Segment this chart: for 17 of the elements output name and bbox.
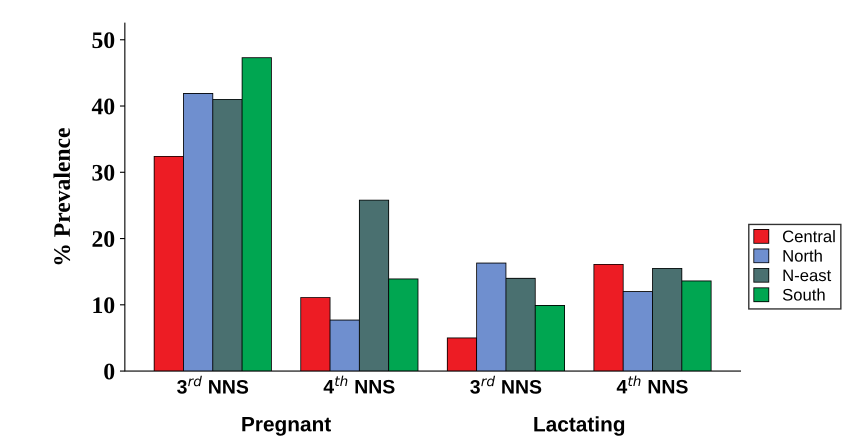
y-tick-label: 40 (92, 98, 114, 114)
text: Lactating (534, 416, 624, 436)
legend-label: North (783, 250, 822, 262)
y-tick-label: 0 (104, 364, 114, 380)
legend-label: South (782, 288, 825, 301)
x-tick-label: 4$^{th}$ NNS (616, 376, 688, 394)
text: Pregnant (242, 416, 331, 436)
y-tick-label: 20 (92, 231, 114, 247)
x-tick-label: 4$^{th}$ NNS (324, 376, 394, 394)
y-tick-label: 10 (93, 297, 114, 314)
legend-label: N-east (783, 270, 832, 282)
x-tick-label: 3$^{rd}$ NNS (177, 376, 248, 394)
y-tick-label: 30 (92, 164, 114, 181)
y-tick-label: 50 (92, 32, 114, 48)
y-axis-title: % Prevalence (53, 128, 70, 264)
x-tick-label: 3$^{rd}$ NNS (470, 376, 542, 394)
legend-label: Central (782, 230, 835, 242)
